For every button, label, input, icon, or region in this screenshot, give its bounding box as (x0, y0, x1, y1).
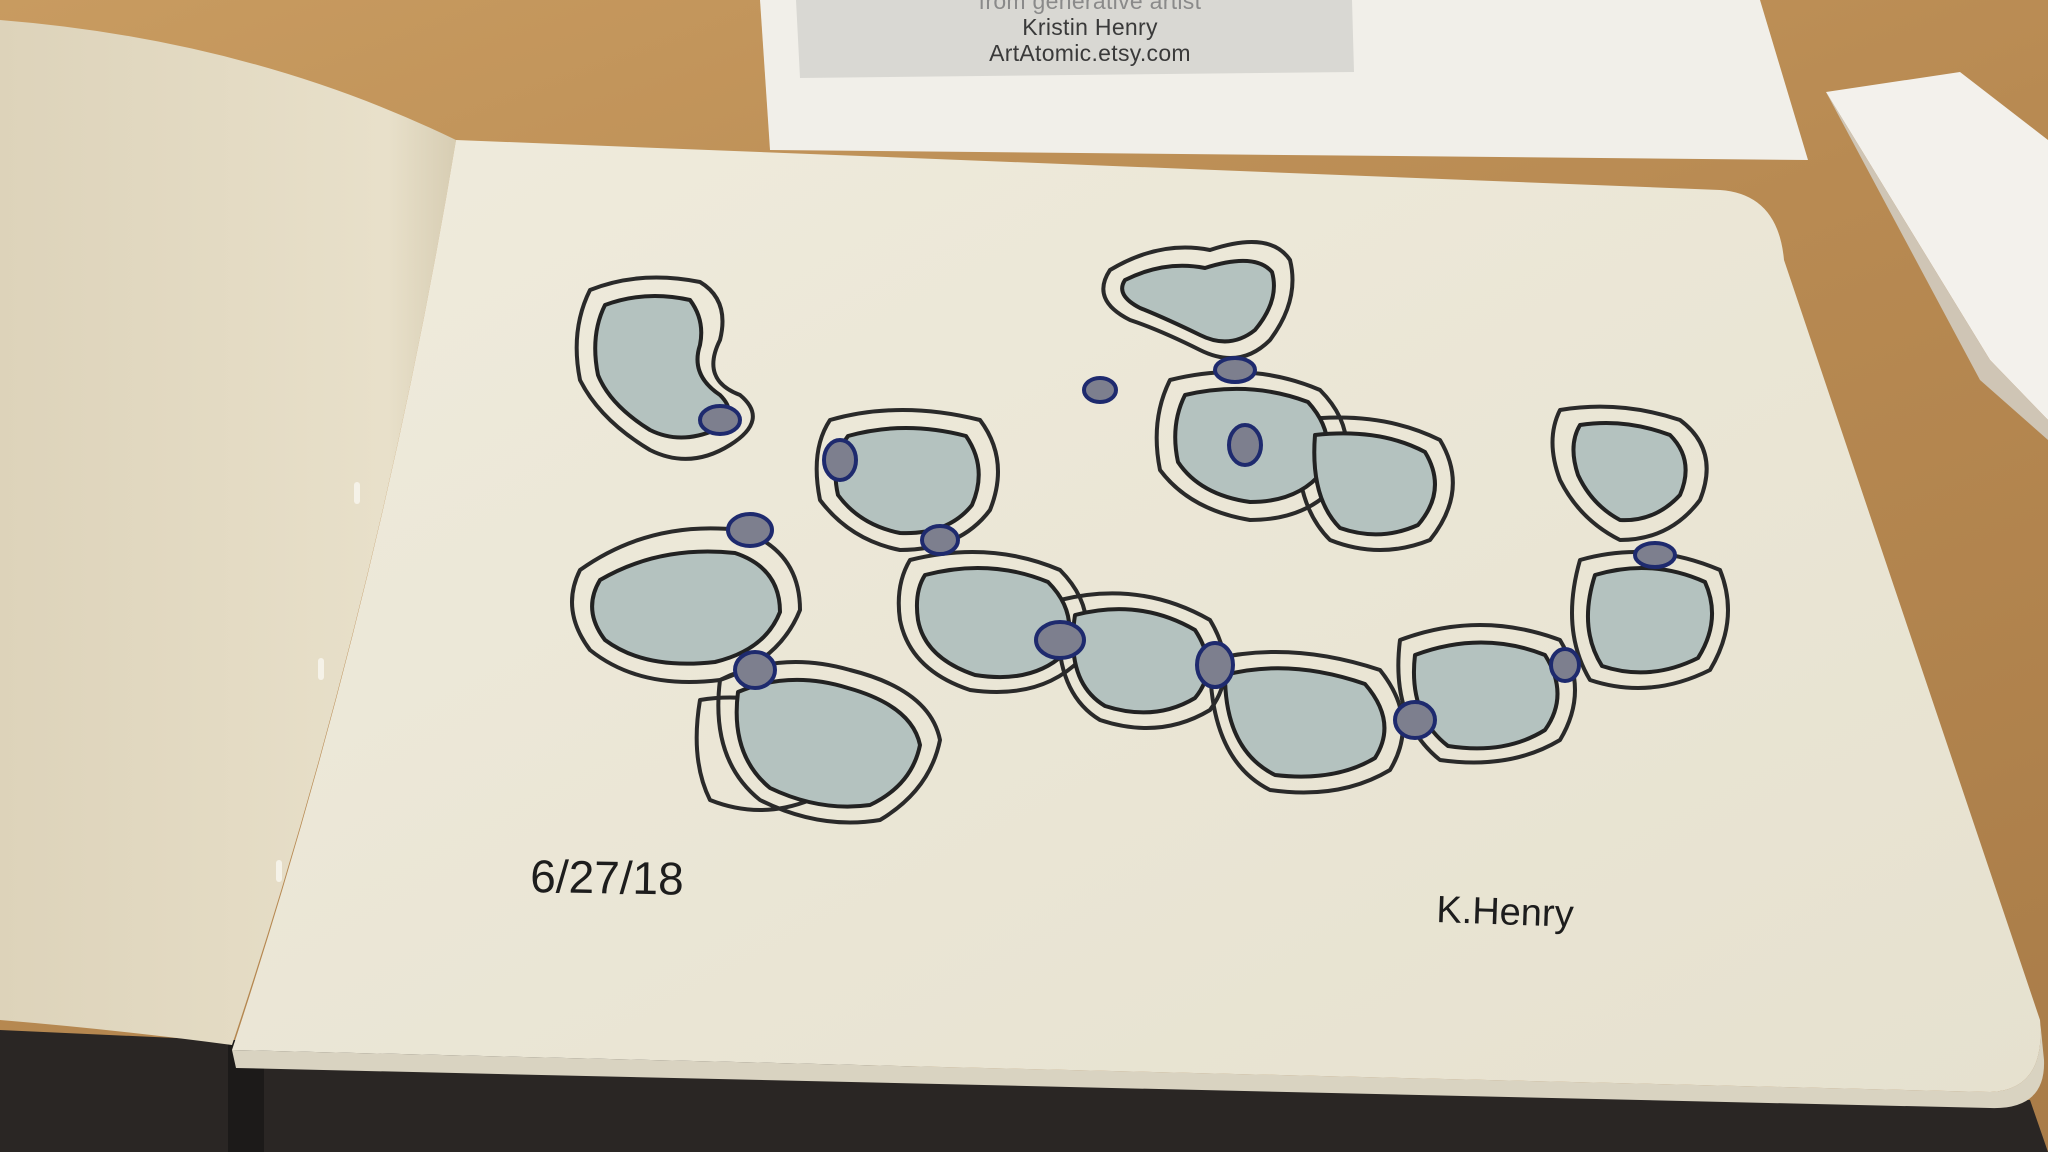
page-edge (232, 1020, 2045, 1109)
ink-blob-drawing (570, 240, 1730, 825)
right-paper-sheet (1826, 72, 2048, 420)
sketch-date: 6/27/18 (530, 850, 684, 905)
card-shop-url: ArtAtomic.etsy.com (989, 40, 1191, 66)
artist-card (796, 0, 1354, 78)
right-paper-shadow (1826, 92, 2048, 440)
card-artist-name: Kristin Henry (1022, 14, 1158, 40)
artist-signature: K.Henry (1436, 889, 1575, 936)
card-tagline: from generative artist (978, 0, 1202, 14)
binding-stitches (276, 482, 360, 882)
left-page (0, 20, 456, 1045)
